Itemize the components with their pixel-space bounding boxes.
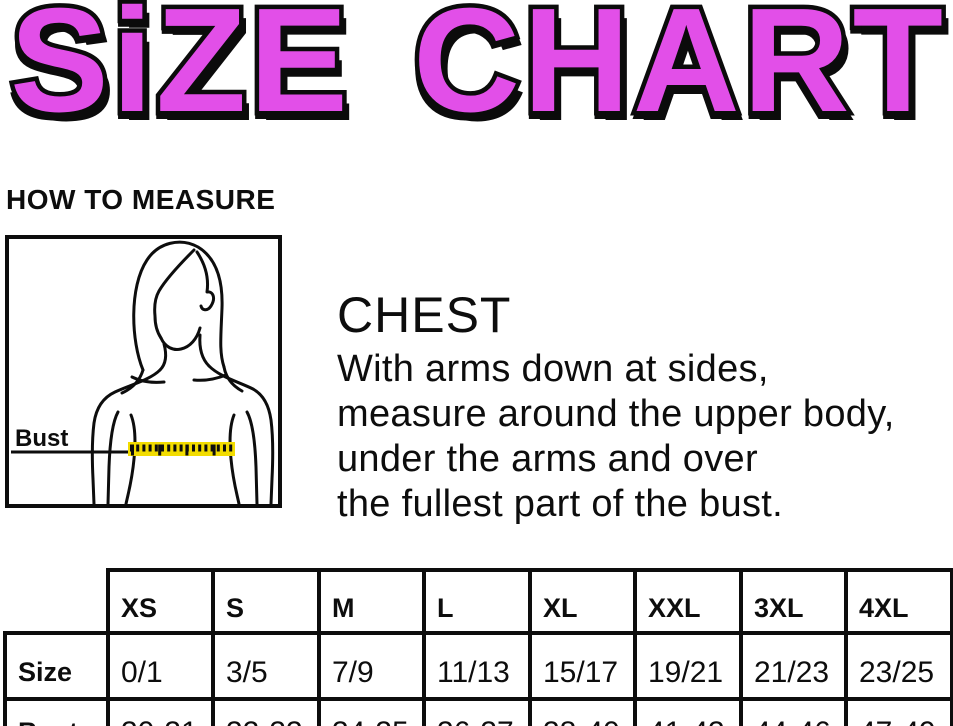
column-header-xl: XL xyxy=(528,568,637,635)
neck-right-line xyxy=(198,333,211,368)
bust-value: 44-46 xyxy=(739,697,848,726)
ear-outline xyxy=(195,250,216,312)
size-value: 11/13 xyxy=(422,631,532,701)
instruction-line: under the arms and over xyxy=(337,438,758,480)
size-value: 0/1 xyxy=(106,631,215,701)
hair-outline xyxy=(132,240,226,372)
right-shoulder-arm xyxy=(207,364,275,504)
chin-outline xyxy=(159,326,202,351)
column-header-s: S xyxy=(211,568,321,635)
right-torso-line xyxy=(228,413,241,504)
bust-value: 36-37 xyxy=(422,697,532,726)
row-label-bust: Bust xyxy=(3,697,110,726)
how-to-measure-heading: HOW TO MEASURE xyxy=(6,184,276,215)
body-outline-illustration: Bust xyxy=(11,240,275,504)
column-header-l: L xyxy=(422,568,532,635)
left-torso-line xyxy=(124,413,137,504)
left-collarbone xyxy=(130,375,166,384)
bust-value: 30-31 xyxy=(106,697,215,726)
size-value: 19/21 xyxy=(633,631,743,701)
column-header-4xl: 4XL xyxy=(844,568,953,635)
left-shoulder-arm xyxy=(90,368,162,504)
bust-value: 38-40 xyxy=(528,697,637,726)
left-inner-arm xyxy=(106,410,120,504)
table-header-row: XS S M L XL XXL 3XL 4XL xyxy=(5,568,953,635)
row-label-size: Size xyxy=(3,631,110,701)
right-inner-arm xyxy=(245,410,259,504)
table-row-bust: Bust 30-31 32-33 34-35 36-37 38-40 41-43… xyxy=(3,697,953,726)
instruction-line: the fullest part of the bust. xyxy=(337,483,783,525)
bust-label: Bust xyxy=(15,425,68,452)
instruction-line: measure around the upper body, xyxy=(337,393,895,435)
chest-heading: CHEST xyxy=(337,287,512,343)
column-header-xxl: XXL xyxy=(633,568,743,635)
bust-value: 41-43 xyxy=(633,697,743,726)
page-title: SiZE CHART xyxy=(6,0,948,143)
measurement-figure-box: Bust xyxy=(5,235,282,508)
size-value: 7/9 xyxy=(317,631,426,701)
size-value: 3/5 xyxy=(211,631,321,701)
size-value: 15/17 xyxy=(528,631,637,701)
right-collarbone xyxy=(192,373,228,382)
corner-cell xyxy=(5,570,110,635)
column-header-3xl: 3XL xyxy=(739,568,848,635)
size-value: 23/25 xyxy=(844,631,953,701)
column-header-m: M xyxy=(317,568,426,635)
instruction-line: With arms down at sides, xyxy=(337,348,769,390)
column-header-xs: XS xyxy=(106,568,215,635)
size-chart-table: XS S M L XL XXL 3XL 4XL Size 0/1 3/5 7/9… xyxy=(3,568,953,726)
chest-instruction: CHEST With arms down at sides, measure a… xyxy=(337,288,953,527)
bust-value: 34-35 xyxy=(317,697,426,726)
bust-value: 32-33 xyxy=(211,697,321,726)
table-row-size: Size 0/1 3/5 7/9 11/13 15/17 19/21 21/23… xyxy=(3,631,953,701)
hair-right-tip xyxy=(222,365,244,393)
size-value: 21/23 xyxy=(739,631,848,701)
face-left-outline xyxy=(153,248,196,340)
neck-left-line xyxy=(158,342,168,372)
bust-value: 47-49 xyxy=(844,697,953,726)
